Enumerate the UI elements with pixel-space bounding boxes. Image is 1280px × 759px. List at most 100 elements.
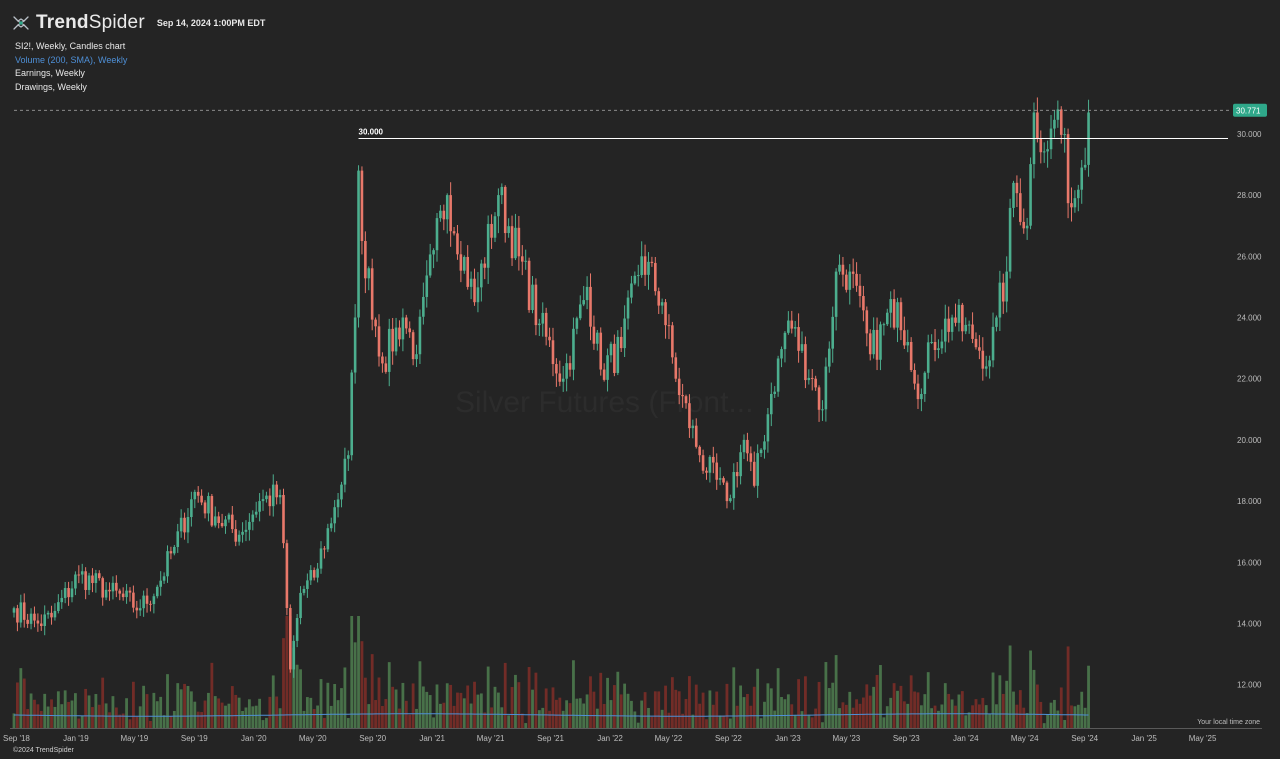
candle-body [57,602,60,611]
volume-bar [319,679,323,728]
volume-bar [909,675,913,728]
volume-bar [312,709,316,728]
volume-bar [166,674,169,728]
volume-bar [1053,699,1056,728]
candle-body [275,484,278,498]
candle-body [333,507,336,524]
volume-bar [497,692,500,728]
candle-body [609,343,613,356]
candle-body [404,317,408,329]
volume-bar [94,694,98,728]
y-tick-label: 20.000 [1237,436,1262,445]
volume-bar [449,684,453,728]
candle-body [602,369,606,380]
y-tick-label: 30.000 [1237,130,1262,139]
candle-body [698,446,701,456]
volume-bar [360,641,364,728]
candle-body [770,394,773,415]
candle-body [520,256,524,262]
candle-body [364,241,367,279]
volume-bar [196,711,200,728]
volume-bar [722,715,725,728]
candle-body [807,377,811,381]
volume-bar [906,703,910,728]
volume-bar [282,638,285,728]
volume-bar [759,718,763,728]
volume-bar [626,693,630,728]
volume-bar [70,700,74,728]
trendspider-logo[interactable]: TrendSpider [12,12,145,34]
brand-name-light: Spider [88,12,145,33]
candle-body [115,582,118,591]
legend-symbol[interactable]: SI2!, Weekly, Candles chart [15,41,126,51]
volume-bar [558,697,562,728]
candle-body [87,575,91,590]
volume-bar [309,697,313,728]
brand-name: TrendSpider [36,12,145,34]
candle-body [466,256,469,287]
candle-body [176,531,180,547]
candle-body [643,256,647,275]
candle-body [831,316,835,349]
volume-bar [930,708,934,728]
candle-body [503,186,507,234]
volume-bar [995,704,998,728]
volume-bar [531,689,534,728]
candle-body [810,377,814,379]
candle-body [1073,198,1077,208]
candle-body [940,341,944,349]
price-axis[interactable]: 12.000 14.000 16.000 18.000 20.000 22.000 24.0… [1237,130,1262,690]
candle-body [606,355,609,380]
volume-bar [810,717,814,728]
candle-body [22,602,26,620]
candle-body [613,343,616,373]
candle-body [84,571,87,590]
volume-bar [1039,701,1043,728]
volume-bar [595,708,599,728]
candle-body [715,462,719,480]
volume-bar [960,691,964,728]
candle-body [800,344,804,351]
volume-bar [63,690,67,728]
candle-body [292,640,296,670]
volume-bar [183,683,186,728]
volume-bar [295,664,299,728]
volume-bar [425,691,429,728]
legend-volume[interactable]: Volume (200, SMA), Weekly [15,54,128,65]
y-tick-label: 28.000 [1237,191,1262,200]
candle-body [1036,112,1039,139]
candle-body [1056,109,1060,120]
candle-body [473,278,476,303]
volume-bar [725,683,729,728]
volume-bar [1087,665,1090,728]
volume-bar [101,677,105,728]
candle-body [790,320,794,329]
volume-bar [534,672,538,728]
candle-body [875,329,879,360]
candle-body [691,425,695,429]
candle-body [60,597,64,603]
volume-bar [592,691,596,728]
volume-bar [486,666,490,728]
candle-body [838,264,841,272]
legend-earnings[interactable]: Earnings, Weekly [15,68,85,78]
y-tick-label: 24.000 [1237,314,1262,323]
candle-body [394,327,398,352]
volume-bar [428,695,432,728]
legend-drawings[interactable]: Drawings, Weekly [15,81,87,92]
candle-body [381,356,384,364]
candle-body [524,260,527,262]
candle-body [995,317,998,327]
x-tick-label: May '23 [832,734,860,743]
volume-bar [926,672,930,728]
volume-bar [919,705,923,728]
candle-body [329,523,333,529]
timezone-label[interactable]: Your local time zone [1197,719,1260,726]
volume-bar [561,710,565,728]
candle-body [947,318,950,332]
candle-body [162,576,166,581]
time-axis[interactable]: Sep '18 Jan '19 May '19 Sep '19 Jan '20 May '… [3,734,1217,743]
candle-body [654,263,657,292]
candle-body [411,332,415,360]
